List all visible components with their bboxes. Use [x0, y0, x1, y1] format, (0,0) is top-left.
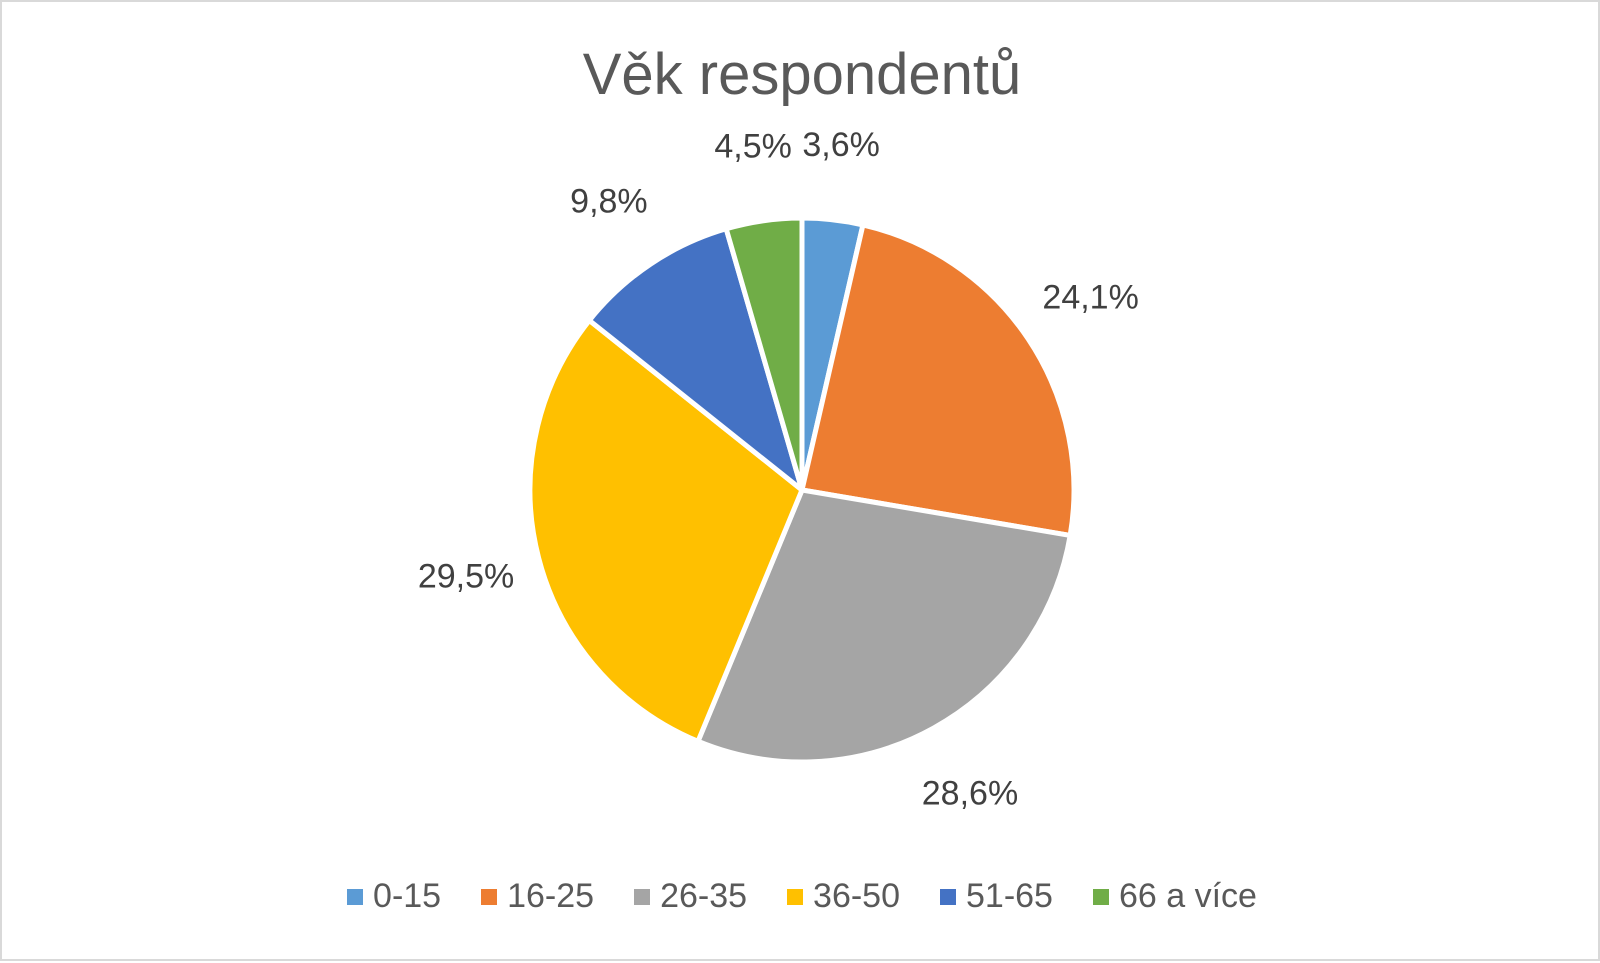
legend-label: 26-35	[660, 877, 748, 915]
legend-item-0-15: 0-15	[347, 877, 441, 916]
legend-item-51-65: 51-65	[940, 877, 1053, 916]
pie-slice-66-a-více	[723, 215, 805, 493]
data-label-66-a-více: 4,5%	[714, 127, 792, 165]
pie-slice-36-50	[527, 317, 805, 744]
pie-slice-16-25	[799, 222, 1077, 538]
legend-swatch	[634, 888, 651, 905]
pie-slice-26-35	[695, 487, 1073, 765]
legend: 0-15 16-25 26-35 36-50 51-65 66 a více	[2, 877, 1600, 916]
legend-item-16-25: 16-25	[481, 877, 594, 916]
legend-item-26-35: 26-35	[634, 877, 747, 916]
legend-item-66-a-vice: 66 a více	[1092, 877, 1257, 916]
chart-title: Věk respondentů	[582, 42, 1022, 107]
legend-swatch	[481, 888, 498, 905]
legend-swatch	[1092, 888, 1109, 905]
legend-item-36-50: 36-50	[787, 877, 900, 916]
data-label-16-25: 24,1%	[1042, 278, 1138, 316]
legend-label: 16-25	[507, 877, 595, 915]
legend-swatch	[787, 888, 804, 905]
pie-data-labels: 3,6% 24,1% 28,6% 29,5% 9,8% 4,5%	[418, 126, 1139, 812]
legend-label: 66 a více	[1118, 877, 1257, 915]
data-label-0-15: 3,6%	[802, 126, 880, 164]
legend-label: 36-50	[813, 877, 900, 915]
pie-slices	[527, 215, 1077, 765]
legend-label: 0-15	[373, 877, 442, 915]
legend-swatch	[347, 888, 364, 905]
data-label-51-65: 9,8%	[570, 183, 648, 221]
legend-swatch	[940, 888, 956, 905]
pie-slice-51-65	[586, 226, 805, 493]
data-label-26-35: 28,6%	[922, 775, 1018, 813]
data-label-36-50: 29,5%	[418, 558, 514, 596]
legend-label: 51-65	[966, 877, 1053, 915]
